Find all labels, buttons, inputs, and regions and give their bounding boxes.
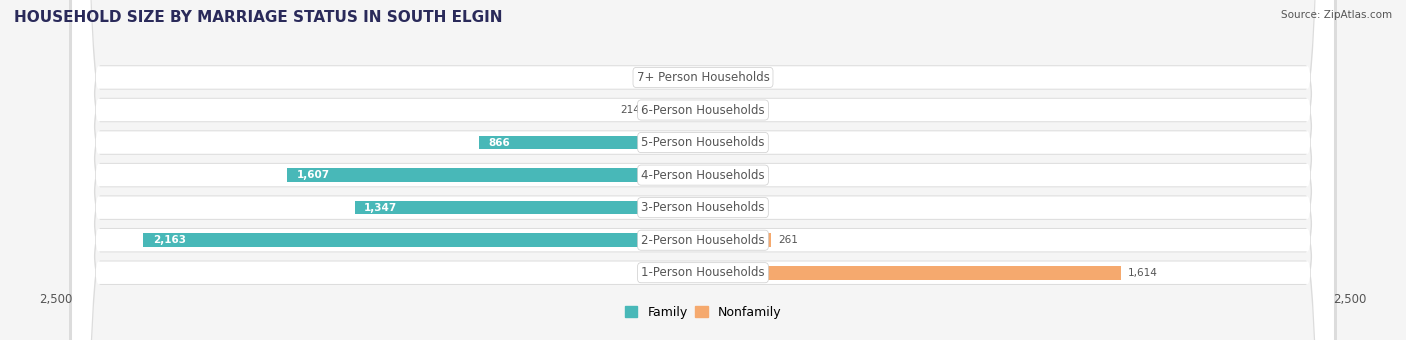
- Text: 22: 22: [717, 203, 730, 212]
- Bar: [479, 136, 703, 149]
- FancyBboxPatch shape: [69, 0, 1337, 340]
- Bar: [703, 201, 709, 215]
- Text: HOUSEHOLD SIZE BY MARRIAGE STATUS IN SOUTH ELGIN: HOUSEHOLD SIZE BY MARRIAGE STATUS IN SOU…: [14, 10, 502, 25]
- Text: 1-Person Households: 1-Person Households: [641, 266, 765, 279]
- FancyBboxPatch shape: [69, 0, 1337, 340]
- Text: 214: 214: [620, 105, 640, 115]
- Text: 2,163: 2,163: [153, 235, 186, 245]
- FancyBboxPatch shape: [73, 0, 1333, 340]
- FancyBboxPatch shape: [69, 0, 1337, 340]
- FancyBboxPatch shape: [73, 0, 1333, 340]
- Text: 0: 0: [710, 138, 716, 148]
- FancyBboxPatch shape: [69, 0, 1337, 340]
- Bar: [354, 201, 703, 215]
- Text: Source: ZipAtlas.com: Source: ZipAtlas.com: [1281, 10, 1392, 20]
- Text: 5-Person Households: 5-Person Households: [641, 136, 765, 149]
- Bar: [703, 233, 770, 247]
- Bar: [703, 266, 1121, 279]
- Text: 110: 110: [647, 72, 666, 83]
- Text: 21: 21: [716, 170, 730, 180]
- Text: 7+ Person Households: 7+ Person Households: [637, 71, 769, 84]
- Text: 261: 261: [779, 235, 799, 245]
- Text: 1,614: 1,614: [1128, 268, 1159, 278]
- Text: 3-Person Households: 3-Person Households: [641, 201, 765, 214]
- Text: 6-Person Households: 6-Person Households: [641, 103, 765, 117]
- Text: 2-Person Households: 2-Person Households: [641, 234, 765, 247]
- FancyBboxPatch shape: [73, 0, 1333, 340]
- FancyBboxPatch shape: [73, 0, 1333, 340]
- Text: 1,347: 1,347: [364, 203, 398, 212]
- FancyBboxPatch shape: [73, 0, 1333, 340]
- FancyBboxPatch shape: [69, 0, 1337, 340]
- Text: 0: 0: [710, 105, 716, 115]
- Bar: [703, 168, 709, 182]
- Bar: [648, 103, 703, 117]
- Text: 0: 0: [690, 268, 696, 278]
- Text: 1,607: 1,607: [297, 170, 330, 180]
- Legend: Family, Nonfamily: Family, Nonfamily: [620, 301, 786, 324]
- FancyBboxPatch shape: [69, 0, 1337, 340]
- Text: 0: 0: [710, 72, 716, 83]
- Text: 866: 866: [489, 138, 510, 148]
- Text: 4-Person Households: 4-Person Households: [641, 169, 765, 182]
- Bar: [675, 71, 703, 84]
- FancyBboxPatch shape: [73, 0, 1333, 340]
- FancyBboxPatch shape: [73, 0, 1333, 340]
- FancyBboxPatch shape: [69, 0, 1337, 340]
- Bar: [287, 168, 703, 182]
- Bar: [143, 233, 703, 247]
